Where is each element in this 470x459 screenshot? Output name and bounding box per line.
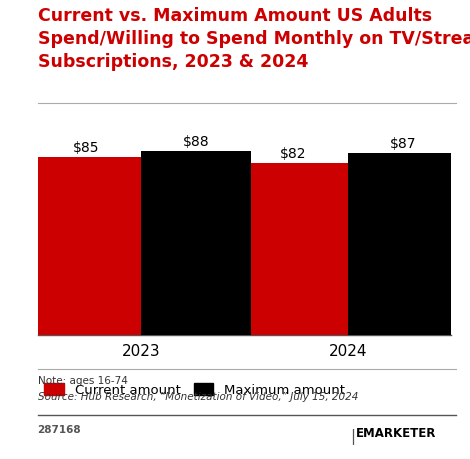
Text: Note: ages 16-74: Note: ages 16-74 (38, 375, 127, 385)
Text: Source: Hub Research, “Monetization of Video,” July 15, 2024: Source: Hub Research, “Monetization of V… (38, 391, 358, 401)
Legend: Current amount, Maximum amount: Current amount, Maximum amount (44, 383, 345, 397)
Text: EM: EM (322, 434, 343, 447)
Text: $85: $85 (72, 140, 99, 155)
Text: Current vs. Maximum Amount US Adults
Spend/Willing to Spend Monthly on TV/Stream: Current vs. Maximum Amount US Adults Spe… (38, 7, 470, 71)
Text: |: | (350, 428, 355, 444)
Text: 287168: 287168 (38, 425, 81, 435)
Text: EMARKETER: EMARKETER (356, 426, 436, 439)
Bar (31, 158, 141, 335)
Text: $88: $88 (183, 134, 210, 148)
Bar (237, 164, 348, 335)
Bar (141, 151, 251, 335)
Text: $82: $82 (279, 147, 306, 161)
Text: $87: $87 (390, 136, 416, 151)
Bar (348, 154, 458, 335)
